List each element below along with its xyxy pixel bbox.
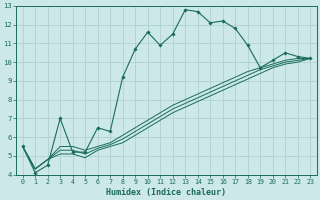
X-axis label: Humidex (Indice chaleur): Humidex (Indice chaleur) [107,188,227,197]
